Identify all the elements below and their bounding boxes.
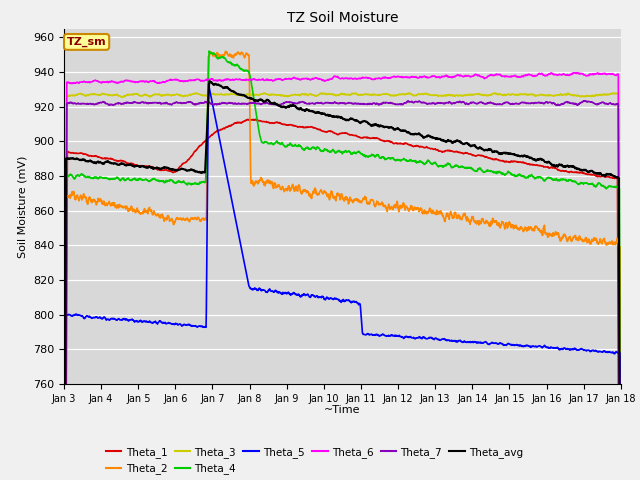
Theta_7 xyxy=(88,101,96,107)
Theta_4 xyxy=(499,170,506,176)
Theta_1 xyxy=(601,174,609,180)
Theta_7 xyxy=(581,98,589,104)
Theta_6 xyxy=(499,73,506,79)
Theta_1 xyxy=(316,127,324,132)
Theta_2 xyxy=(221,48,229,54)
Theta_5 xyxy=(205,82,212,87)
Theta_7 xyxy=(331,99,339,105)
Line: Theta_1: Theta_1 xyxy=(64,120,621,480)
Theta_1 xyxy=(331,131,339,136)
Theta_avg xyxy=(601,173,609,179)
Theta_6 xyxy=(601,71,609,76)
Theta_2 xyxy=(331,194,339,200)
Theta_3 xyxy=(499,93,506,98)
Theta_1 xyxy=(88,153,96,159)
Theta_3 xyxy=(601,91,609,97)
Theta_3 xyxy=(260,90,268,96)
Theta_7 xyxy=(601,100,609,106)
Theta_5 xyxy=(316,294,324,300)
Theta_6 xyxy=(573,70,581,75)
Theta_6 xyxy=(88,79,96,84)
Line: Theta_4: Theta_4 xyxy=(64,51,621,480)
Theta_5 xyxy=(601,348,609,354)
Theta_3 xyxy=(88,91,96,97)
Theta_1 xyxy=(499,157,506,163)
Theta_3 xyxy=(601,92,609,97)
Y-axis label: Soil Moisture (mV): Soil Moisture (mV) xyxy=(17,155,28,258)
Line: Theta_7: Theta_7 xyxy=(64,101,621,480)
Line: Theta_6: Theta_6 xyxy=(64,72,621,480)
Theta_4 xyxy=(601,184,609,190)
Theta_3 xyxy=(316,90,324,96)
Line: Theta_avg: Theta_avg xyxy=(64,81,621,480)
X-axis label: ~Time: ~Time xyxy=(324,405,361,415)
Theta_7 xyxy=(601,101,609,107)
Title: TZ Soil Moisture: TZ Soil Moisture xyxy=(287,11,398,25)
Theta_4 xyxy=(601,185,609,191)
Theta_1 xyxy=(601,174,609,180)
Theta_2 xyxy=(601,239,609,245)
Theta_2 xyxy=(316,188,324,194)
Theta_5 xyxy=(331,295,339,301)
Theta_5 xyxy=(601,348,609,354)
Theta_1 xyxy=(252,117,260,122)
Theta_avg xyxy=(88,159,96,165)
Theta_5 xyxy=(499,341,506,347)
Theta_2 xyxy=(88,198,96,204)
Theta_avg xyxy=(316,110,324,116)
Theta_2 xyxy=(499,219,506,225)
Theta_6 xyxy=(331,73,339,79)
Line: Theta_5: Theta_5 xyxy=(64,84,621,480)
Theta_avg xyxy=(499,151,506,156)
Theta_2 xyxy=(601,238,609,244)
Legend: Theta_1, Theta_2, Theta_3, Theta_4, Theta_5, Theta_6, Theta_7, Theta_avg: Theta_1, Theta_2, Theta_3, Theta_4, Thet… xyxy=(102,443,527,478)
Theta_4 xyxy=(88,175,96,180)
Line: Theta_3: Theta_3 xyxy=(64,93,621,480)
Theta_7 xyxy=(316,100,324,106)
Theta_avg xyxy=(206,78,214,84)
Text: TZ_sm: TZ_sm xyxy=(67,37,106,47)
Theta_7 xyxy=(499,101,506,107)
Theta_6 xyxy=(316,76,324,82)
Theta_avg xyxy=(331,114,339,120)
Theta_6 xyxy=(601,71,609,76)
Theta_5 xyxy=(88,315,96,321)
Theta_4 xyxy=(331,149,339,155)
Theta_4 xyxy=(205,48,213,54)
Theta_3 xyxy=(331,92,339,98)
Theta_avg xyxy=(601,173,609,179)
Line: Theta_2: Theta_2 xyxy=(64,51,621,480)
Theta_4 xyxy=(316,147,324,153)
